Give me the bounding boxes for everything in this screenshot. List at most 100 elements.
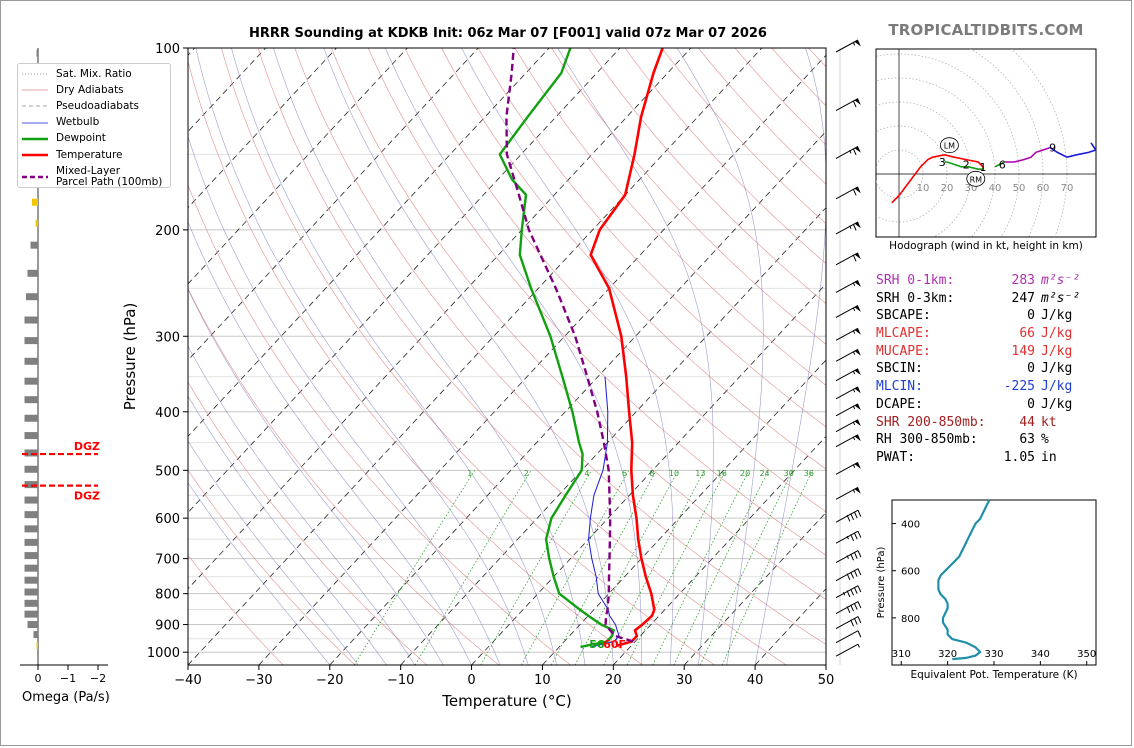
- dry-adiabat: [514, 48, 826, 386]
- omega-bar: [24, 538, 38, 546]
- mixing-ratio-line: [353, 470, 476, 665]
- hodograph-ring-label: 30: [965, 183, 978, 194]
- stat-label: SHR 200-850mb:: [876, 414, 986, 430]
- isotherm: [471, 283, 826, 665]
- wind-barb-feather: [850, 619, 854, 627]
- theta-e-x-label: Equivalent Pot. Temperature (K): [910, 669, 1077, 681]
- omega-tick-label: −2: [90, 672, 106, 685]
- wind-barb-flag: [854, 434, 861, 442]
- wind-barb-flag: [854, 40, 861, 47]
- wind-barb-flag: [854, 403, 861, 411]
- wind-barb-half: [857, 643, 860, 648]
- stat-unit: J/kg: [1041, 361, 1073, 377]
- hodograph-inner: 10 20 30 40 50 60 70 12 3 6 9 LM RM: [876, 49, 1096, 237]
- mixing-ratio-label: 4: [584, 469, 589, 478]
- omega-bar: [27, 621, 38, 629]
- wind-barb-staff: [835, 643, 859, 657]
- wind-barb-staff: [835, 39, 859, 53]
- wind-barb-feather: [850, 571, 854, 579]
- stat-row: PWAT: 1.05 in: [876, 449, 1080, 467]
- storm-motion-marker: [940, 137, 959, 154]
- wind-barb-flag: [854, 368, 861, 376]
- stat-label: SBCIN:: [876, 361, 923, 377]
- isotherm: [188, 48, 692, 590]
- y-tick-label: 300: [155, 330, 180, 345]
- x-tick-label: −30: [245, 673, 272, 688]
- stat-row: SBCAPE: 0 J/kg: [876, 307, 1080, 325]
- wind-barb: [835, 550, 862, 564]
- mixing-ratio-line: [721, 470, 813, 665]
- wind-barb-feather: [852, 100, 857, 108]
- mixing-ratio-label: 13: [695, 469, 705, 478]
- stat-row: SHR 200-850mb: 44 kt: [876, 414, 1080, 432]
- omega-bar: [24, 525, 38, 533]
- wind-barb-half: [852, 282, 856, 286]
- hodograph-trace: [944, 161, 983, 170]
- mixing-ratio-line: [652, 470, 750, 665]
- wind-barb-feather: [853, 511, 858, 519]
- skewt-frame: [187, 47, 827, 666]
- dry-adiabat: [441, 48, 826, 470]
- wind-barb-staff: [835, 348, 859, 362]
- surface-temp-label: 56: [589, 638, 605, 651]
- hodograph-height-label: 3: [939, 156, 946, 169]
- moist-adiabat: [676, 48, 764, 665]
- dry-adiabat: [294, 48, 826, 645]
- wind-barb-feather: [846, 514, 851, 522]
- stat-unit: J/kg: [1041, 396, 1073, 412]
- storm-motion-label: RM: [970, 175, 983, 184]
- legend-item: Mixed-Layer Parcel Path (100mb): [18, 164, 162, 190]
- moist-adiabat: [188, 345, 416, 665]
- omega-bar: [24, 552, 38, 560]
- wind-barb-feather: [853, 532, 858, 540]
- x-tick-label: 20: [605, 673, 622, 688]
- hodograph-trace: [891, 153, 984, 204]
- stat-value: 0: [1027, 396, 1035, 412]
- legend-label: Sat. Mix. Ratio: [56, 67, 132, 80]
- dry-adiabat: [188, 287, 500, 665]
- wind-barb: [835, 530, 862, 544]
- omega-bar: [24, 432, 38, 440]
- wind-barb: [835, 601, 862, 614]
- wind-barb-flag: [854, 221, 861, 229]
- omega-bar: [24, 414, 38, 422]
- wind-barb-flag: [854, 98, 861, 105]
- legend-label: Dewpoint: [56, 132, 106, 145]
- stat-value: 66: [1019, 326, 1035, 342]
- stat-label: RH 300-850mb:: [876, 432, 978, 448]
- wind-barb-flag: [854, 305, 861, 312]
- isotherm: [188, 48, 337, 209]
- stat-value: -225: [1003, 379, 1035, 395]
- dry-adiabat: [188, 59, 644, 665]
- legend-item: Dry Adiabats: [18, 83, 124, 97]
- theta-e-x-tick-label: 350: [1077, 649, 1096, 660]
- wind-barb: [835, 98, 861, 111]
- omega-bar: [24, 377, 38, 385]
- legend: Sat. Mix. Ratio Dry Adiabats Pseudoadiabat…: [17, 63, 171, 188]
- wind-barb-flag: [854, 146, 861, 153]
- dry-adiabat: [551, 48, 826, 345]
- dry-adiabat: [404, 48, 826, 513]
- hodograph-ring-label: 10: [917, 183, 930, 194]
- omega-bar: [24, 396, 38, 404]
- series-temperature: [589, 48, 664, 647]
- mixing-ratio-line: [414, 470, 532, 665]
- stat-row: SBCIN: 0 J/kg: [876, 360, 1080, 378]
- hodograph-ring-label: 40: [989, 183, 1002, 194]
- omega-bar: [26, 293, 38, 301]
- legend-item: Pseudoadiabats: [18, 99, 139, 113]
- storm-motion-marker: [966, 170, 986, 187]
- wind-barb-staff: [835, 386, 859, 400]
- y-tick-label: 400: [155, 406, 180, 421]
- stat-unit: %: [1041, 432, 1049, 448]
- wind-barb-flag: [854, 280, 861, 287]
- theta-e-y-tick-label: 400: [901, 520, 920, 531]
- mixing-ratio-label: 2: [524, 469, 529, 478]
- legend-item: Dewpoint: [18, 132, 106, 146]
- dry-adiabat: [221, 48, 715, 665]
- wind-barb-staff: [835, 419, 859, 433]
- hodograph-trace: [994, 161, 1005, 168]
- wind-barb-staff: [835, 403, 859, 417]
- mixing-ratio-line: [521, 470, 630, 665]
- wind-barb-flag: [854, 487, 861, 494]
